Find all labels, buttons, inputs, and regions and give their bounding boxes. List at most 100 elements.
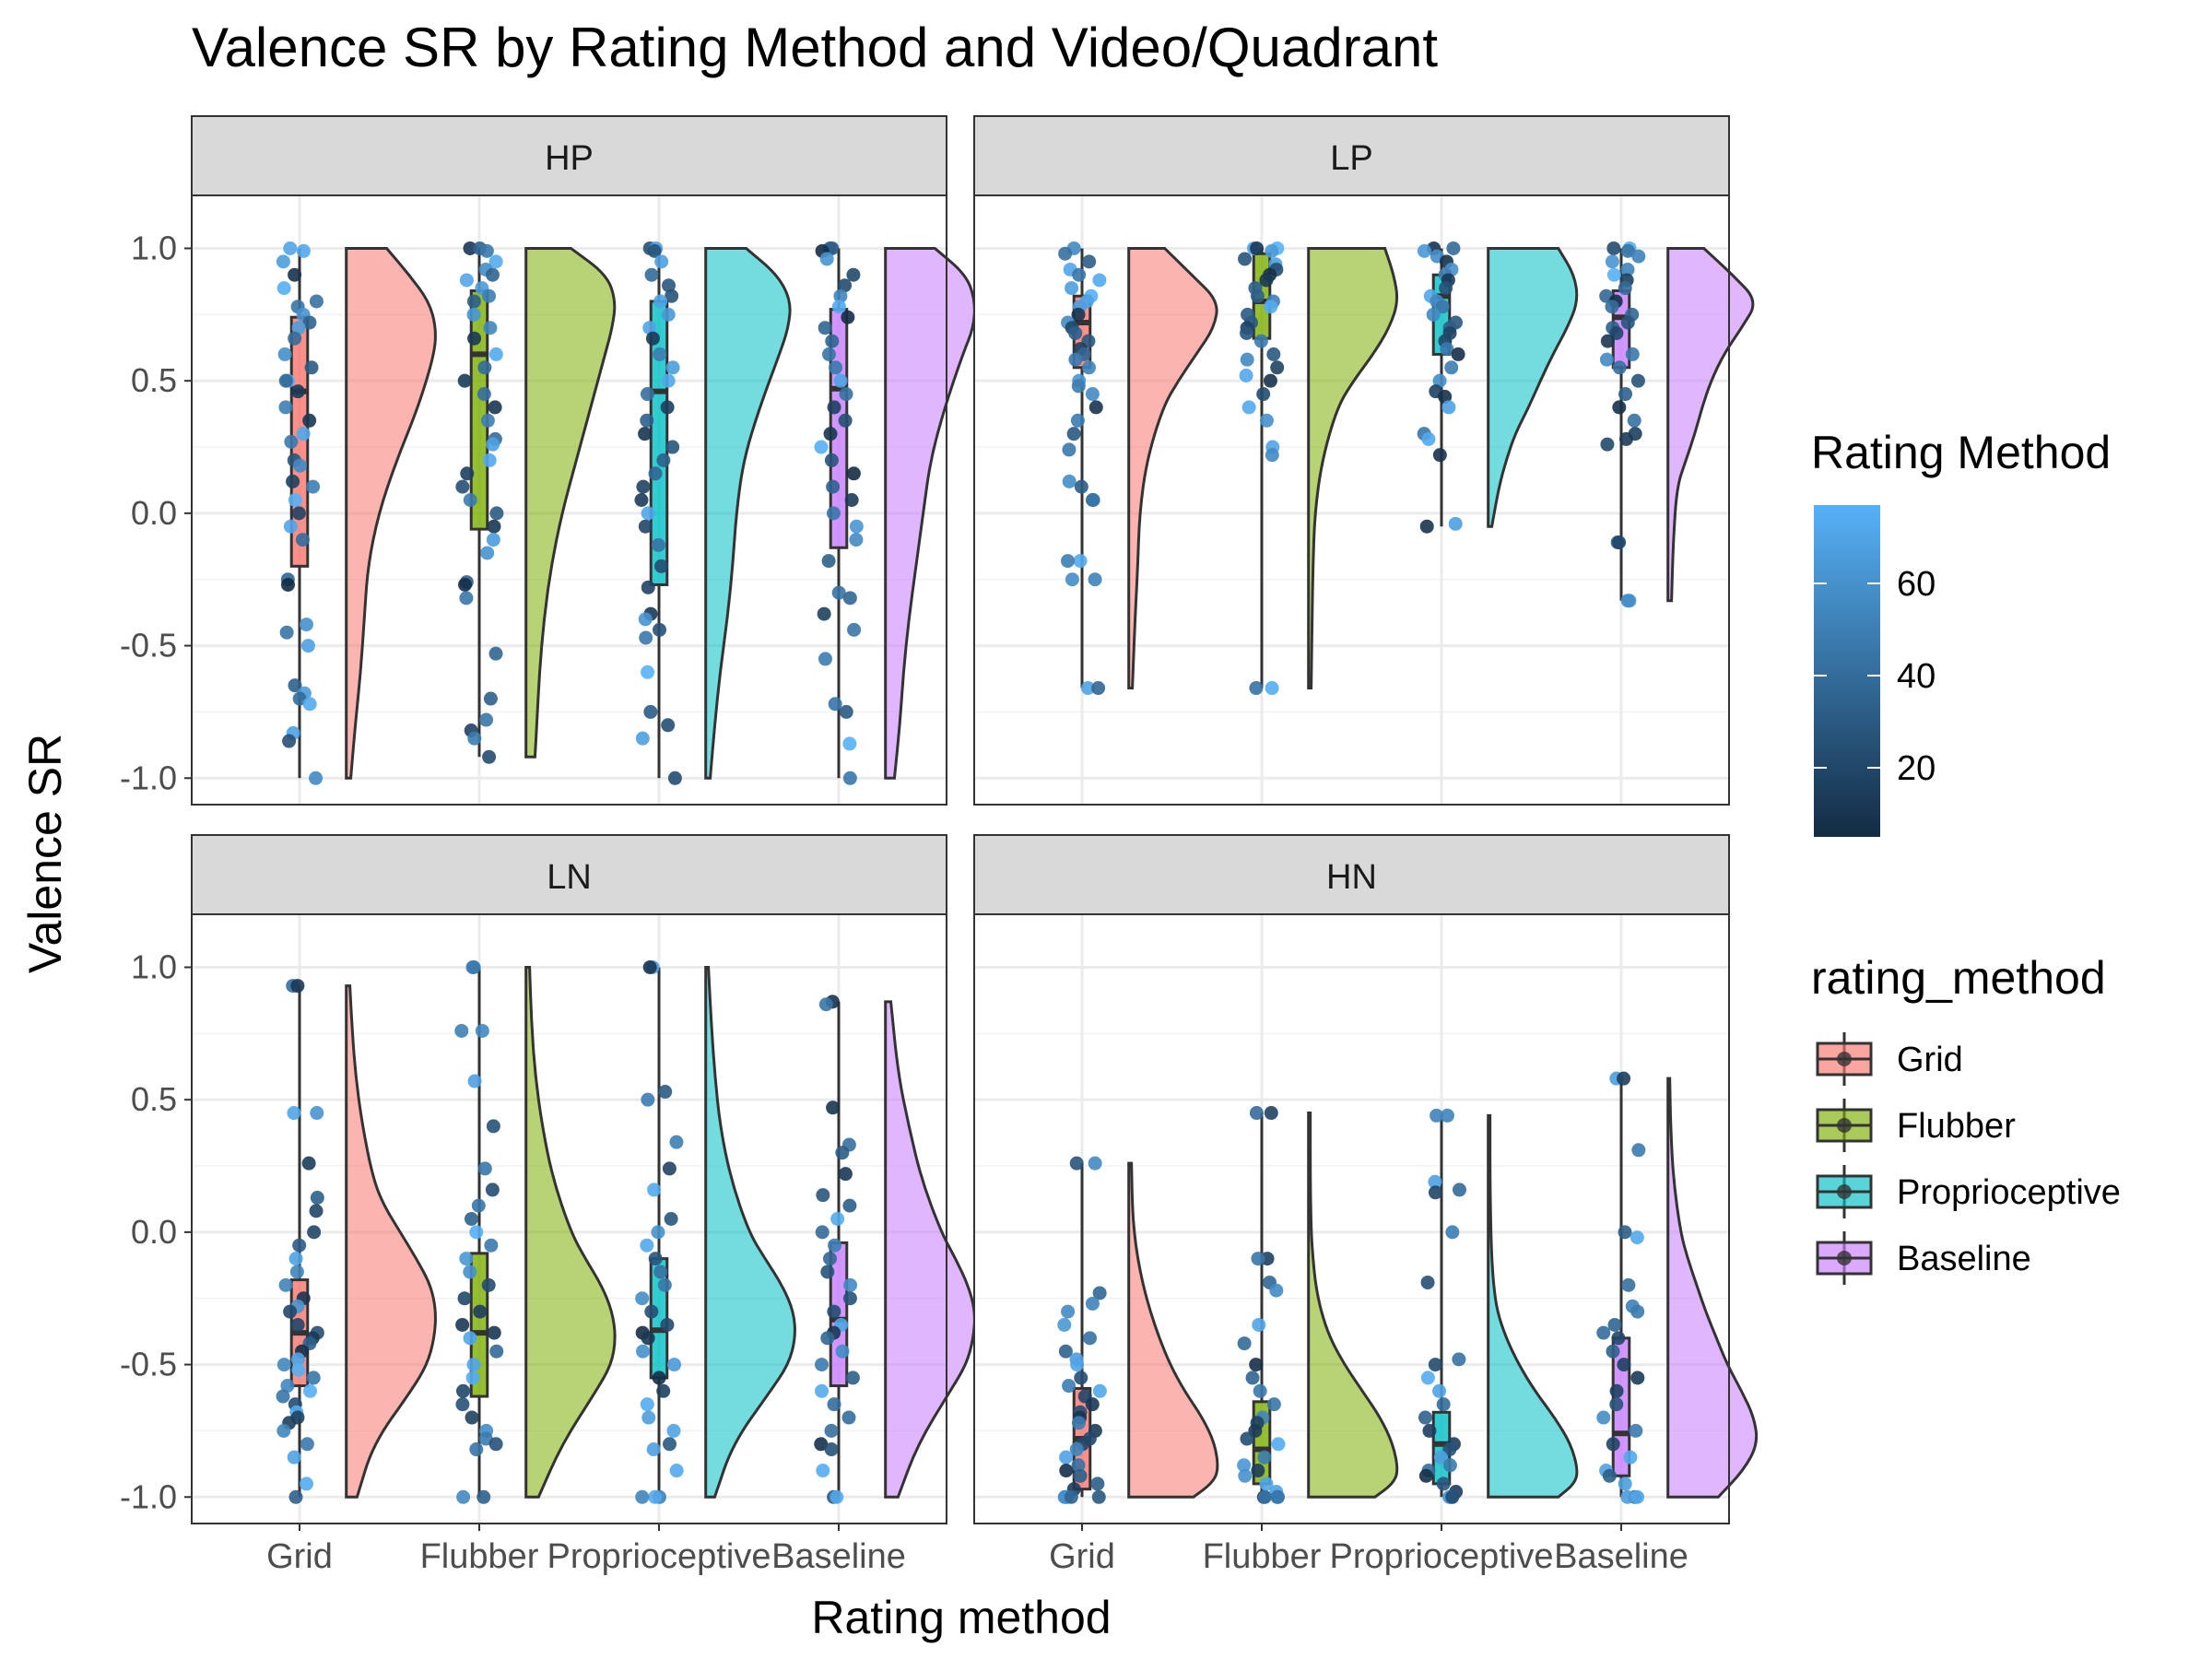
data-point <box>278 400 293 415</box>
data-point <box>1432 373 1447 388</box>
data-point <box>817 606 831 621</box>
legend-key-point <box>1837 1118 1852 1133</box>
data-point <box>288 1489 303 1504</box>
facet-strip <box>191 834 947 915</box>
data-point <box>288 678 302 693</box>
violin-proprioceptive <box>1487 246 1579 528</box>
facet-strip <box>973 834 1730 915</box>
data-point <box>1085 1296 1100 1311</box>
data-point <box>663 1437 677 1452</box>
data-point <box>1617 1358 1631 1372</box>
data-point <box>292 458 307 473</box>
data-point <box>1240 325 1254 340</box>
data-point <box>301 1156 316 1171</box>
data-point <box>648 1252 663 1266</box>
panel-hp: HP -1.0 -0.5 0.0 0.5 1.0 <box>120 115 976 806</box>
data-point <box>824 1442 839 1457</box>
data-point <box>835 1344 850 1359</box>
data-point <box>653 347 667 361</box>
data-point <box>1605 254 1619 269</box>
data-point <box>1059 1450 1074 1465</box>
data-point <box>842 736 857 751</box>
data-point <box>488 1437 503 1452</box>
data-point <box>831 300 846 314</box>
data-point <box>466 294 481 309</box>
data-point <box>1439 281 1453 296</box>
data-point <box>666 1423 681 1438</box>
data-point <box>1250 241 1265 255</box>
data-point <box>467 1074 482 1088</box>
data-point <box>842 1198 857 1213</box>
data-point <box>656 453 671 467</box>
x-tick-label: Baseline <box>771 1537 906 1576</box>
data-point <box>1266 347 1281 361</box>
data-point <box>1630 1230 1644 1245</box>
data-point <box>479 243 494 258</box>
data-point <box>1253 334 1268 348</box>
data-point <box>1436 1397 1451 1412</box>
data-point <box>827 400 841 415</box>
data-point <box>280 1379 295 1394</box>
colorbar <box>1814 505 1880 837</box>
data-point <box>815 1383 830 1398</box>
data-point <box>1240 352 1254 367</box>
data-point <box>1607 1317 1622 1332</box>
data-point <box>824 453 839 467</box>
data-point <box>1442 1458 1457 1473</box>
data-point <box>646 1442 661 1457</box>
data-point <box>833 288 848 303</box>
data-point <box>648 1489 663 1504</box>
data-point <box>819 252 834 266</box>
data-point <box>1428 1358 1442 1372</box>
data-point <box>1061 1304 1076 1319</box>
data-point <box>653 622 667 637</box>
data-point <box>662 278 677 293</box>
legend-key-point <box>1837 1251 1852 1265</box>
data-point <box>638 427 653 441</box>
data-point <box>1270 360 1285 375</box>
data-point <box>1620 594 1635 608</box>
data-point <box>459 1252 474 1266</box>
data-point <box>846 267 861 282</box>
data-point <box>838 1167 853 1182</box>
data-point <box>1444 360 1459 375</box>
data-point <box>1630 1304 1645 1319</box>
data-point <box>839 704 853 719</box>
data-point <box>1252 1317 1266 1332</box>
data-point <box>485 267 500 282</box>
data-point <box>1609 325 1624 340</box>
data-point <box>295 533 310 547</box>
data-point <box>477 360 492 375</box>
data-point <box>653 1265 668 1279</box>
data-point <box>847 622 862 637</box>
data-point <box>821 554 836 569</box>
data-point <box>283 519 298 534</box>
facet-strip-label: HP <box>545 139 594 178</box>
data-point <box>814 1437 829 1452</box>
data-point <box>844 493 859 507</box>
data-point <box>640 387 654 402</box>
data-point <box>1074 479 1088 494</box>
data-point <box>455 1397 470 1412</box>
violin-proprioceptive <box>704 246 792 780</box>
data-point <box>835 1146 850 1160</box>
data-point <box>1071 307 1086 322</box>
y-tick-label: 1.0 <box>131 229 177 266</box>
data-point <box>1238 252 1253 266</box>
data-point <box>642 321 657 335</box>
data-point <box>288 267 302 282</box>
data-point <box>827 1304 841 1319</box>
data-point <box>1073 554 1088 569</box>
y-tick-label: 0.0 <box>131 1213 177 1251</box>
data-point <box>466 307 481 322</box>
data-point <box>291 506 306 521</box>
data-point <box>477 1489 491 1504</box>
data-point <box>484 1238 499 1253</box>
data-point <box>667 1358 682 1372</box>
x-tick-label: Proprioceptive <box>1330 1537 1554 1576</box>
data-point <box>1073 1468 1088 1483</box>
data-point <box>489 506 504 521</box>
data-point <box>1086 493 1100 507</box>
data-point <box>477 387 491 402</box>
data-point <box>1237 1336 1252 1351</box>
